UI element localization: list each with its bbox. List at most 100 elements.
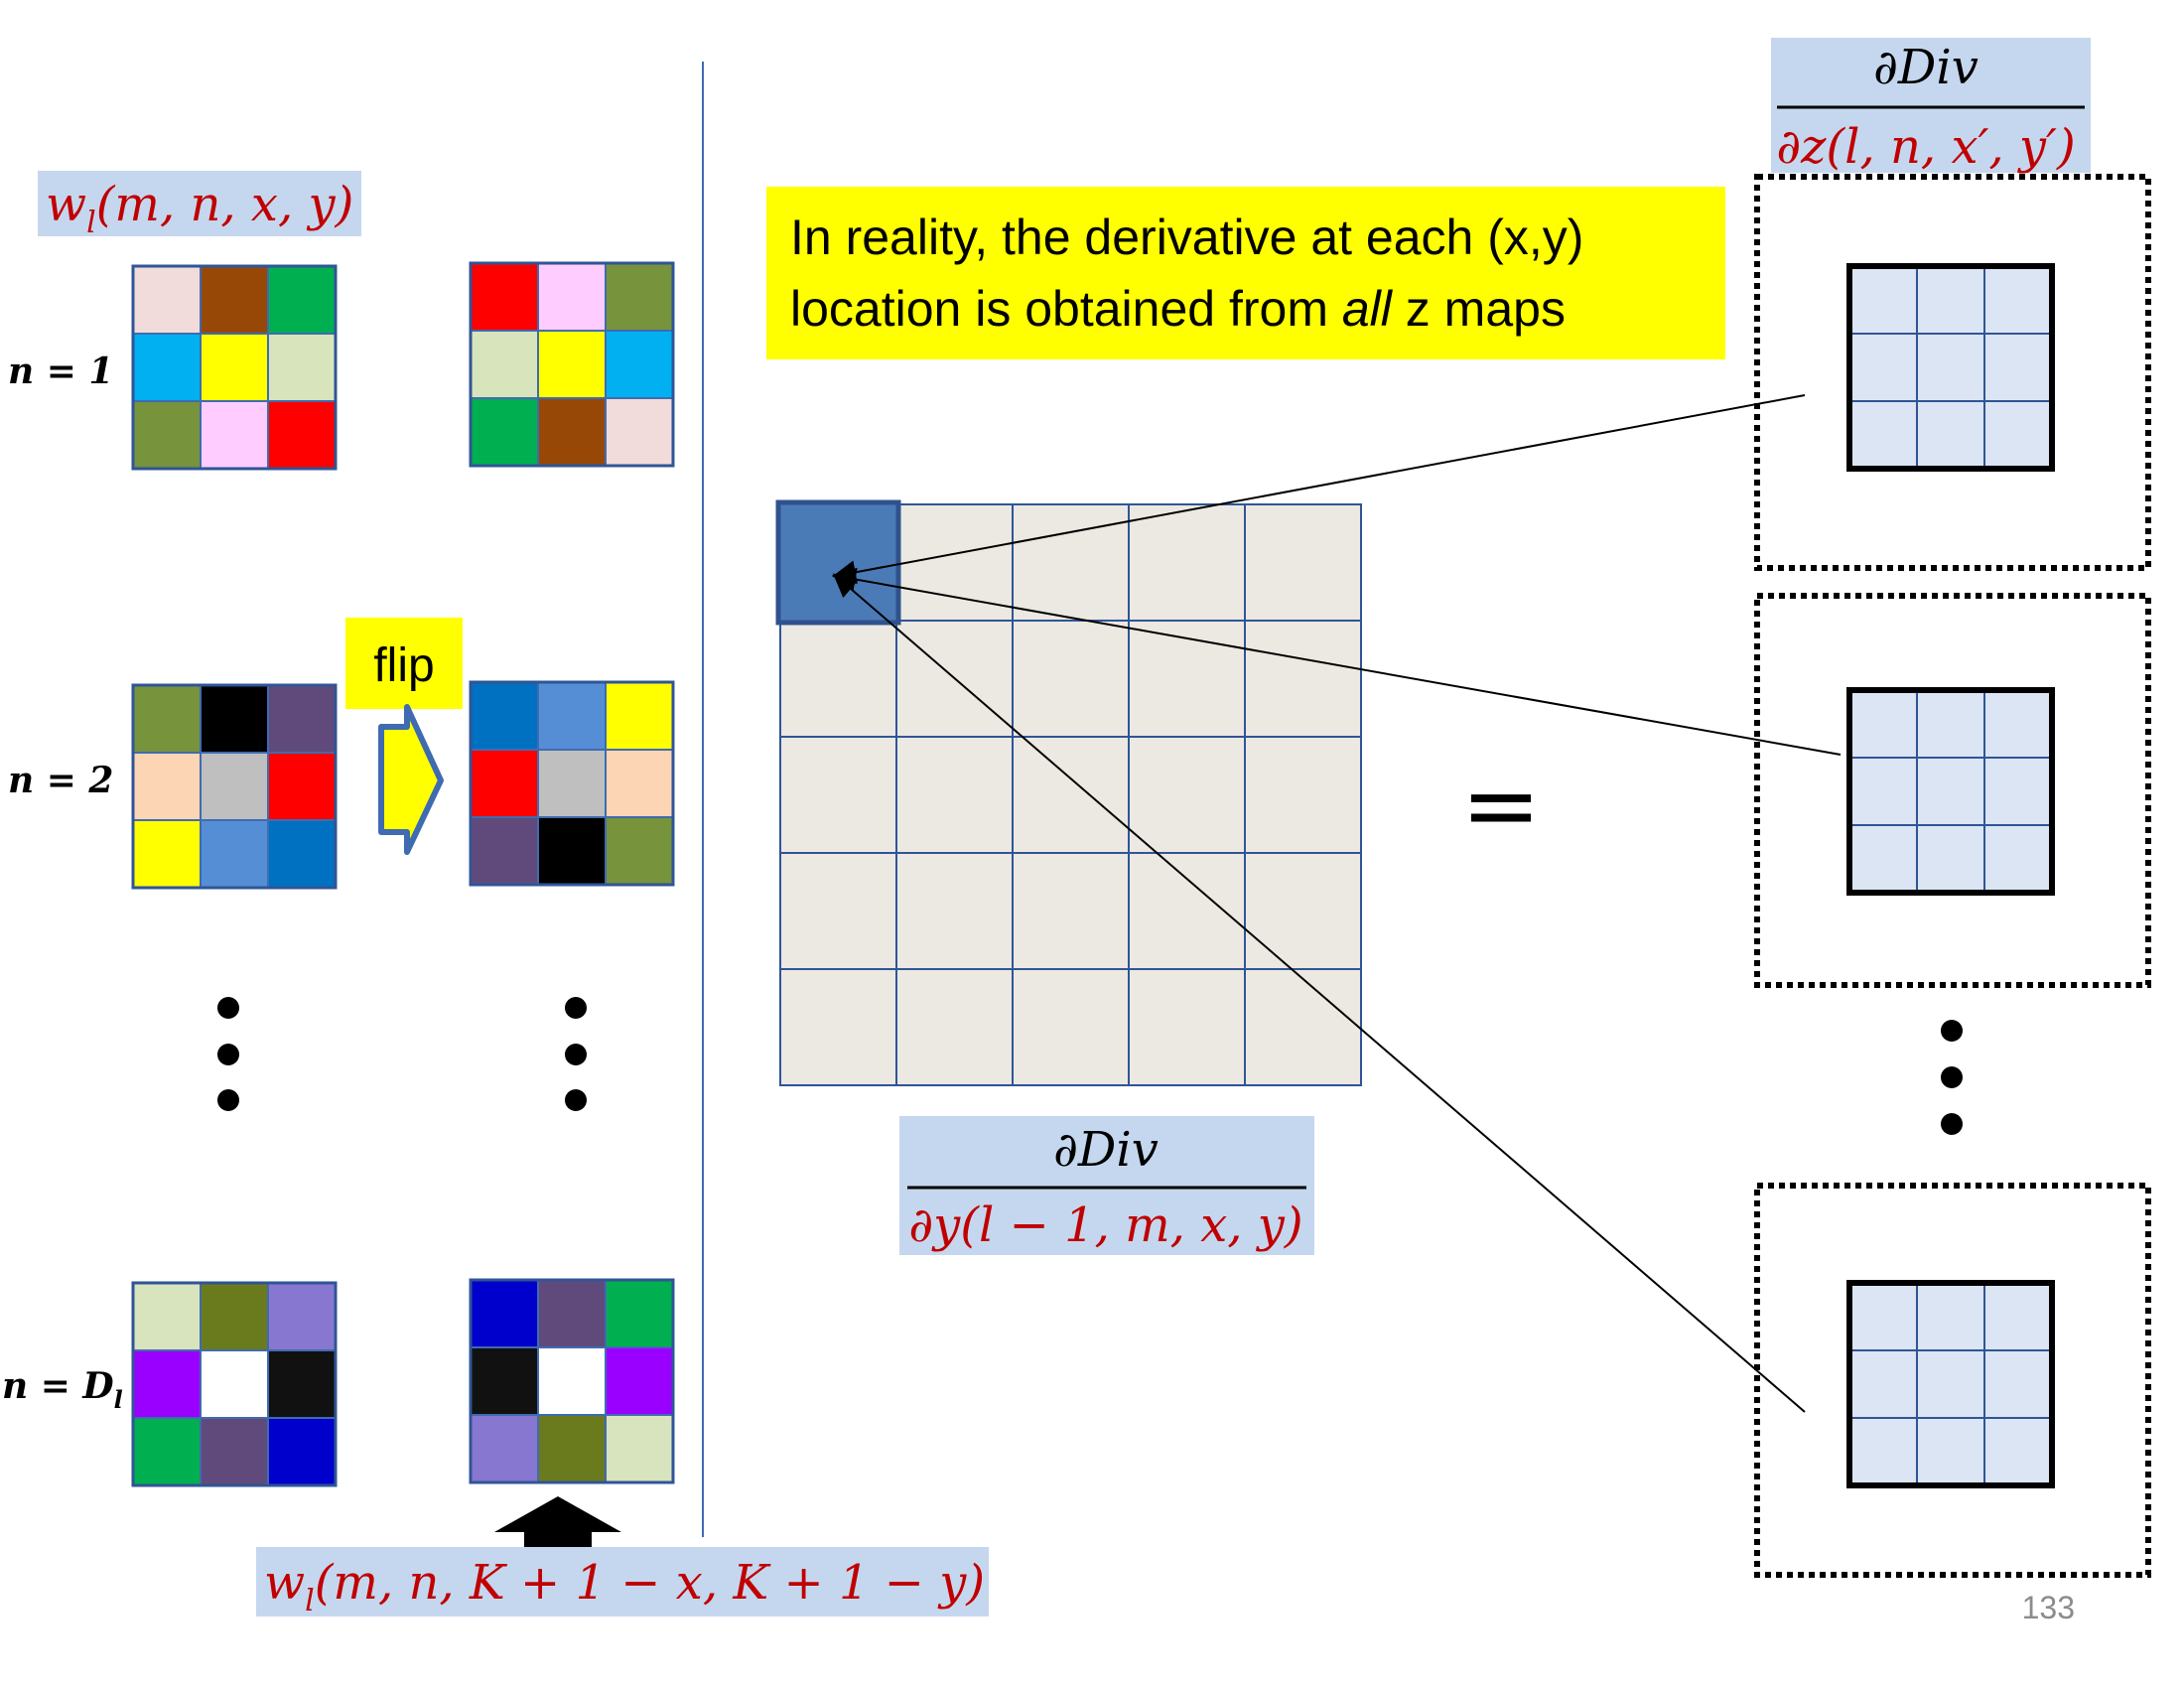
connector-line-1 (832, 394, 1806, 585)
row-label-n1: n = 1 (8, 351, 113, 392)
kernel-cell (200, 333, 269, 402)
kernel-cell (267, 400, 337, 470)
kernel-cell (537, 816, 607, 886)
row-label-n2: n = 2 (8, 760, 113, 801)
flip-callout: flip (345, 618, 463, 855)
grid-cell (895, 736, 1014, 854)
z-map-cell (1848, 265, 1918, 335)
kernel-border (131, 264, 338, 471)
kernel-cell (132, 1349, 202, 1419)
dy-label-bg (899, 1116, 1314, 1255)
grid-cell (779, 736, 897, 854)
grid-cell (1012, 736, 1130, 854)
kernel-cell (267, 333, 337, 402)
kernel-cell (605, 1414, 674, 1483)
kernel-border (469, 680, 675, 887)
kernel-cell (200, 819, 269, 889)
grid-cell (1244, 852, 1362, 970)
z-map-cell (1983, 757, 2053, 826)
kernel-cell (537, 1414, 607, 1483)
kernel-cell (132, 819, 202, 889)
grid-cell (1244, 736, 1362, 854)
z-map-cell (1848, 824, 1918, 894)
connector-line-3 (832, 573, 1806, 1413)
callout-line-2: location is obtained from all z maps (790, 281, 1566, 337)
flip-label-bg (345, 618, 463, 709)
z-map-cell (1916, 689, 1985, 759)
kernel-cell (470, 262, 539, 332)
kernel-cell (537, 330, 607, 399)
grid-cell (779, 620, 897, 738)
grid-cell (895, 968, 1014, 1086)
z-map-3 (1754, 1183, 2151, 1578)
z-map-cell (1848, 1282, 1918, 1351)
kernel-cell (470, 749, 539, 818)
weight-label: wl(m, n, x, y) (38, 171, 361, 240)
kernel-cell (200, 1282, 269, 1351)
z-map-cell (1916, 400, 1985, 470)
ellipsis-zmaps-icon (1941, 1020, 1963, 1135)
kernel-cell (537, 749, 607, 818)
grid-cell (1244, 620, 1362, 738)
kernel-cell (470, 330, 539, 399)
kernel-cell (267, 1417, 337, 1486)
z-map-cell (1848, 1349, 1918, 1419)
grid-cell (1012, 620, 1130, 738)
dz-numerator: ∂Div (1873, 40, 1979, 95)
ellipsis-original-icon (217, 997, 239, 1111)
kernel-cell (267, 819, 337, 889)
flipped-weight-label: wl(m, n, K + 1 − x, K + 1 − y) (256, 1547, 989, 1618)
grid-cell (1128, 852, 1246, 970)
weight-label-bg (38, 171, 361, 236)
dy-denominator: ∂y(l − 1, m, x, y) (908, 1197, 1302, 1253)
kernel-border (131, 683, 338, 890)
equals-sign: = (1461, 750, 1541, 861)
grid-cell (779, 968, 897, 1086)
kernel-cell (132, 1417, 202, 1486)
z-map-cell (1916, 824, 1985, 894)
kernel-cell (132, 752, 202, 821)
kernel-cell (200, 400, 269, 470)
grid-cell (1128, 968, 1246, 1086)
grid-cell (1128, 736, 1246, 854)
row-label-nD: n = Dl (2, 1365, 123, 1414)
kernel-cell (537, 681, 607, 751)
kernel-cell (537, 1279, 607, 1348)
grid-cell (1128, 503, 1246, 622)
weight-label-text: wl(m, n, x, y) (46, 177, 353, 240)
kernel-cell (200, 1349, 269, 1419)
kernel-cell (537, 1346, 607, 1416)
kernel-cell (537, 397, 607, 467)
kernel-cell (200, 684, 269, 754)
flip-arrow-icon (378, 704, 444, 855)
z-map-cell (1983, 1349, 2053, 1419)
grid-cell (1012, 852, 1130, 970)
z-map-cell (1983, 400, 2053, 470)
dy-label: ∂Div ∂y(l − 1, m, x, y) (899, 1116, 1314, 1255)
kernel-cell (470, 816, 539, 886)
z-map-cell (1983, 824, 2053, 894)
kernel-cell (470, 1279, 539, 1348)
z-map-1 (1754, 174, 2151, 571)
dz-denominator: ∂z(l, n, x′, y′) (1776, 119, 2075, 175)
flip-label-text: flip (373, 639, 434, 692)
kernel-cell (605, 749, 674, 818)
z-map-kernel-border (1846, 687, 2055, 896)
kernel-cell (605, 262, 674, 332)
kernel-cell (267, 752, 337, 821)
kernel-cell (200, 1417, 269, 1486)
kernel-cell (470, 1346, 539, 1416)
kernel-cell (470, 397, 539, 467)
kernel-border (131, 1281, 338, 1487)
kernel-cell (132, 333, 202, 402)
dy-gradient-grid (775, 499, 1362, 1086)
kernel-cell (132, 684, 202, 754)
grid-cell (1012, 968, 1130, 1086)
grid-cell (1012, 503, 1130, 622)
flipped-weight-label-bg (256, 1547, 989, 1617)
kernel-cell (132, 1282, 202, 1351)
kernel-cell (605, 681, 674, 751)
z-map-cell (1848, 333, 1918, 402)
z-map-kernel-border (1846, 263, 2055, 472)
highlighted-cell (775, 499, 901, 626)
